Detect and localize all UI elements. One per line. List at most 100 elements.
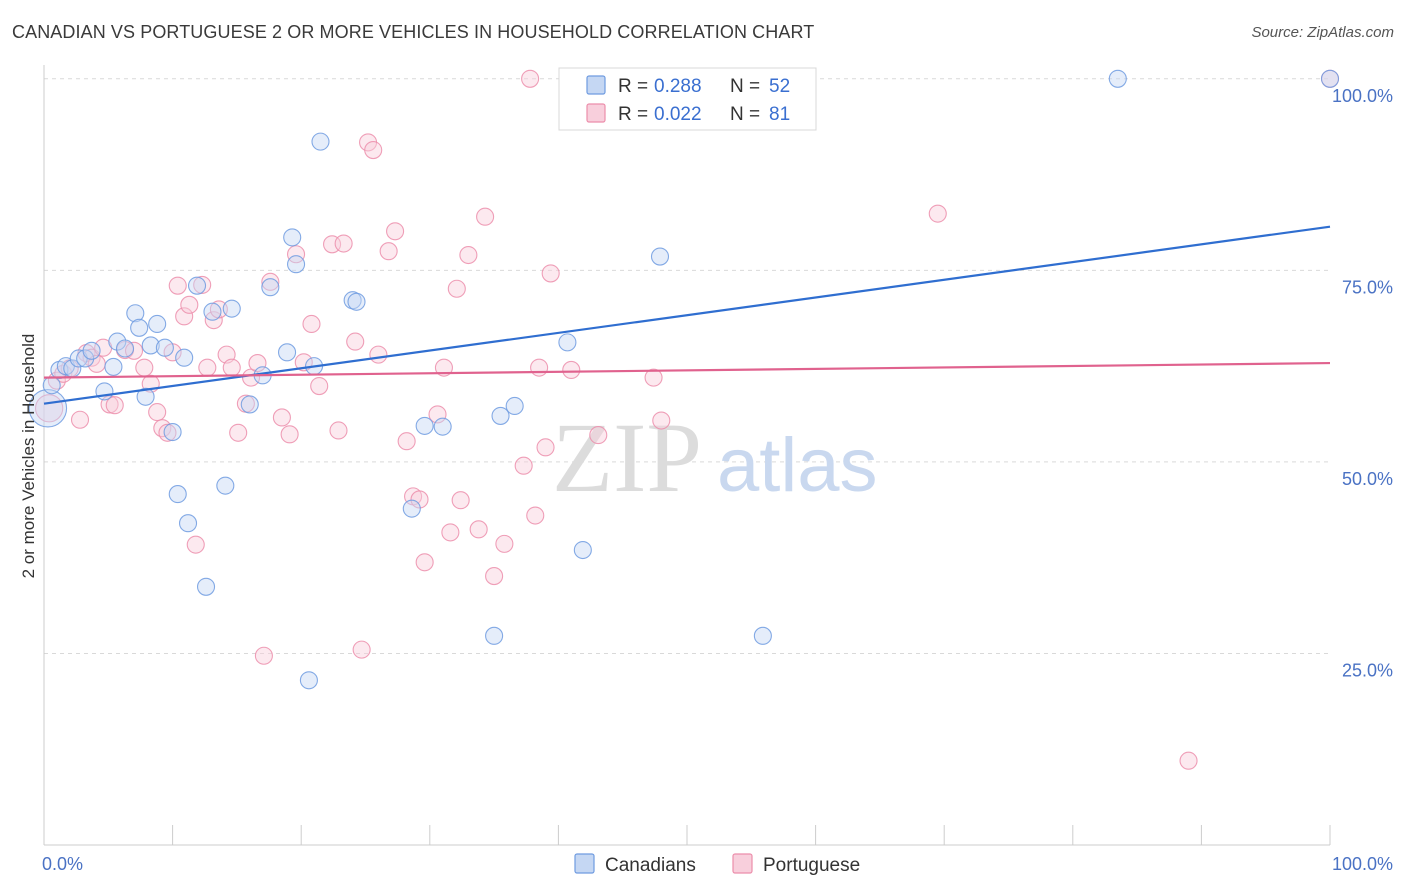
canadians-point-14: [136, 387, 155, 406]
portuguese-point-68: [530, 358, 549, 377]
canadians-point-10: [108, 332, 127, 351]
x-tick-labels: 0.0% 100.0%: [42, 854, 1393, 874]
portuguese-point-64: [495, 534, 514, 553]
canadians-point-17: [155, 338, 174, 357]
portuguese-point-37: [287, 245, 306, 264]
legend-r-value-canadians: 0.288: [654, 76, 702, 97]
canadians-point-9: [104, 357, 123, 376]
portuguese-point-42: [329, 421, 348, 440]
canadians-point-12: [126, 304, 145, 323]
canadians-point-39: [415, 416, 434, 435]
canadians-point-42: [491, 406, 510, 425]
canadians-point-25: [216, 476, 235, 495]
canadians-point-29: [261, 278, 280, 297]
portuguese-point-50: [386, 222, 405, 241]
canadians-point-11: [115, 339, 135, 358]
canadians-point-38: [402, 499, 421, 518]
portuguese-point-69: [536, 438, 555, 457]
canadians-point-31: [283, 228, 302, 247]
portuguese-point-63: [485, 567, 504, 586]
portuguese-point-56: [434, 358, 453, 377]
axes: [43, 65, 1331, 846]
portuguese-point-47: [364, 141, 383, 160]
canadians-point-43: [505, 396, 524, 416]
canadians-point-15: [141, 336, 160, 355]
canadians-point-22: [187, 276, 207, 295]
canadians-point-47: [650, 247, 670, 266]
bottom-legend: Canadians Portuguese: [574, 853, 860, 876]
canadians-point-24: [203, 302, 222, 321]
portuguese-point-15: [148, 403, 167, 422]
portuguese-point-67: [526, 506, 545, 525]
watermark: ZIP atlas: [552, 402, 878, 513]
portuguese-point-66: [521, 69, 540, 88]
x-tick-label-0: 0.0%: [42, 854, 83, 874]
portuguese-point-76: [928, 204, 947, 223]
portuguese-point-49: [379, 242, 398, 261]
legend-n-value-canadians: 52: [769, 76, 790, 97]
canadians-point-49: [753, 626, 772, 645]
portuguese-point-74: [644, 368, 663, 387]
canadians-point-7: [82, 341, 101, 360]
portuguese-point-22: [186, 535, 205, 554]
portuguese-point-58: [447, 279, 466, 298]
portuguese-point-57: [441, 523, 460, 542]
canadians-point-41: [485, 626, 504, 645]
legend-n-label-canadians: N =: [730, 76, 760, 97]
portuguese-point-19: [168, 276, 187, 295]
portuguese-point-53: [410, 490, 429, 509]
portuguese-point-51: [397, 432, 416, 451]
source-credit: Source: ZipAtlas.com: [1251, 24, 1394, 41]
canadians-point-27: [240, 395, 259, 414]
canadians-point-50: [1108, 69, 1127, 88]
canadians-point-20: [175, 348, 194, 367]
portuguese-point-20: [175, 307, 194, 326]
portuguese-point-43: [334, 234, 353, 253]
canadians-point-35: [311, 132, 330, 151]
portuguese-point-17: [158, 423, 177, 442]
y-tick-label-1: 75.0%: [1342, 277, 1393, 297]
portuguese-point-29: [229, 423, 248, 442]
portuguese-point-34: [261, 272, 280, 291]
chart-title: CANADIAN VS PORTUGUESE 2 OR MORE VEHICLE…: [12, 22, 815, 42]
x-tick-label-1: 100.0%: [1332, 854, 1393, 874]
portuguese-point-61: [469, 520, 488, 539]
legend-swatch-canadians: [586, 75, 606, 95]
canadians-point-23: [196, 577, 216, 596]
watermark-zip: ZIP: [552, 402, 702, 513]
portuguese-point-48: [369, 345, 388, 364]
canadians-point-19: [168, 485, 187, 504]
canadians-point-1: [42, 376, 61, 395]
portuguese-point-28: [222, 358, 241, 377]
canadians-point-21: [178, 514, 198, 533]
canadians-point-18: [163, 422, 182, 442]
canadians-point-32: [287, 255, 306, 274]
portuguese-point-21: [180, 295, 199, 314]
canadians-point-13: [130, 318, 149, 337]
portuguese-point-75: [652, 411, 671, 430]
portuguese-point-36: [280, 425, 299, 444]
canadians-point-30: [278, 343, 297, 362]
bottom-legend-label-canadians: Canadians: [605, 855, 696, 876]
portuguese-point-62: [476, 207, 495, 226]
portuguese-point-33: [254, 646, 273, 665]
bottom-legend-label-portuguese: Portuguese: [763, 855, 860, 876]
bottom-legend-swatch-portuguese: [732, 853, 753, 874]
legend-n-value-portuguese: 81: [769, 104, 790, 125]
y-tick-labels: 100.0% 75.0% 50.0% 25.0%: [1332, 86, 1393, 681]
portuguese-point-13: [135, 358, 154, 377]
y-tick-label-3: 25.0%: [1342, 660, 1393, 680]
portuguese-point-45: [352, 640, 371, 659]
y-tick-label-0: 100.0%: [1332, 86, 1393, 106]
data-points: [28, 69, 1340, 770]
canadians-point-0: [28, 389, 68, 428]
canadians-point-51: [1320, 69, 1340, 88]
portuguese-point-54: [415, 553, 434, 572]
legend-swatch-portuguese: [586, 103, 606, 123]
portuguese-point-10: [105, 396, 124, 415]
bottom-legend-swatch-canadians: [574, 853, 595, 874]
y-tick-label-2: 50.0%: [1342, 469, 1393, 489]
canadians-point-37: [347, 292, 366, 311]
canadians-point-33: [299, 671, 318, 690]
